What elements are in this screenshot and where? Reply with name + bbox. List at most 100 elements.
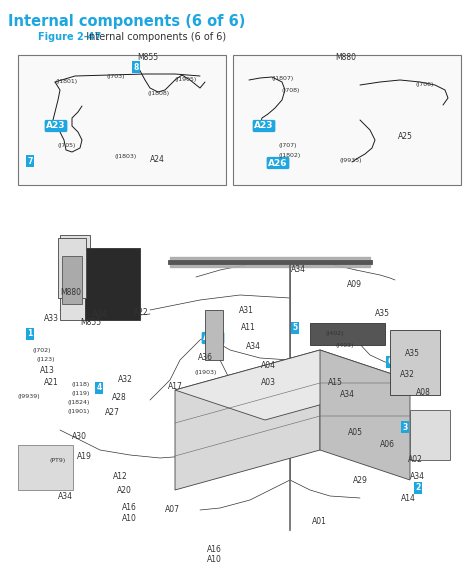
Text: A16: A16 — [207, 545, 222, 554]
Text: A34: A34 — [340, 390, 355, 399]
Text: A36: A36 — [198, 353, 213, 362]
Text: M855: M855 — [80, 318, 101, 327]
Text: A09: A09 — [347, 280, 362, 289]
Text: M880: M880 — [60, 288, 81, 297]
Bar — [233, 55, 461, 185]
Text: 6: 6 — [76, 308, 82, 318]
Text: A35: A35 — [375, 309, 390, 318]
Bar — [85, 248, 140, 320]
Text: Internal components (6 of 6): Internal components (6 of 6) — [80, 32, 226, 42]
Text: M855: M855 — [137, 53, 159, 62]
Text: (J707): (J707) — [279, 143, 298, 148]
Text: A17: A17 — [168, 382, 183, 391]
Text: A21: A21 — [44, 378, 59, 387]
Text: A19: A19 — [77, 452, 92, 461]
Text: A33: A33 — [44, 314, 59, 323]
Text: A10: A10 — [122, 514, 137, 523]
Text: (J118): (J118) — [72, 382, 90, 387]
Text: (J9935): (J9935) — [340, 158, 363, 163]
Text: A30: A30 — [72, 432, 87, 441]
Text: A20: A20 — [117, 486, 132, 495]
Text: A10: A10 — [207, 555, 222, 564]
Text: (J403): (J403) — [336, 343, 355, 348]
Text: 6: 6 — [387, 357, 392, 366]
Bar — [58, 238, 86, 298]
Bar — [390, 330, 440, 395]
Bar — [62, 256, 82, 304]
Text: (J703): (J703) — [107, 74, 126, 79]
Text: A14: A14 — [401, 494, 416, 503]
Text: A06: A06 — [380, 440, 395, 449]
Text: A34: A34 — [93, 310, 108, 319]
Text: A23: A23 — [46, 122, 66, 130]
Text: A34: A34 — [58, 492, 73, 501]
Text: (J1905): (J1905) — [175, 77, 197, 82]
Text: A31: A31 — [239, 306, 254, 315]
Text: (J1824): (J1824) — [68, 400, 91, 405]
Bar — [18, 445, 73, 490]
Polygon shape — [320, 350, 410, 480]
Text: (J1901): (J1901) — [68, 409, 90, 414]
Text: A12: A12 — [113, 472, 128, 481]
Text: A24: A24 — [150, 155, 165, 164]
Text: 2: 2 — [415, 483, 420, 493]
Text: (J119): (J119) — [72, 391, 91, 396]
Text: (J1803): (J1803) — [115, 154, 137, 159]
Text: A25: A25 — [398, 132, 413, 141]
Text: 5: 5 — [292, 324, 298, 332]
Text: 7: 7 — [27, 157, 33, 166]
Text: (J708): (J708) — [282, 88, 301, 93]
Text: A28: A28 — [112, 393, 127, 402]
Text: (J1807): (J1807) — [272, 76, 294, 81]
Text: (J706): (J706) — [416, 82, 434, 87]
Text: A03: A03 — [261, 378, 276, 387]
Text: Internal components (6 of 6): Internal components (6 of 6) — [8, 14, 246, 29]
Text: A07: A07 — [165, 505, 180, 514]
Text: 6: 6 — [64, 285, 69, 294]
Text: 8: 8 — [133, 63, 139, 71]
Text: A34: A34 — [410, 472, 425, 481]
Text: 1: 1 — [27, 329, 33, 339]
Text: A32: A32 — [118, 375, 133, 384]
Text: A11: A11 — [241, 323, 256, 332]
Text: (J1801): (J1801) — [56, 79, 78, 84]
Text: A32: A32 — [400, 370, 415, 379]
Text: A22: A22 — [134, 308, 149, 317]
Text: A05: A05 — [348, 428, 363, 437]
Text: A26: A26 — [268, 159, 288, 167]
Bar — [310, 323, 385, 345]
Text: A02: A02 — [408, 455, 423, 464]
Text: A27: A27 — [105, 408, 120, 417]
Text: A15: A15 — [328, 378, 343, 387]
Text: A01: A01 — [312, 517, 327, 526]
Text: A08: A08 — [416, 388, 431, 397]
Polygon shape — [175, 350, 410, 420]
Text: A29: A29 — [353, 476, 368, 485]
Text: 3: 3 — [402, 422, 408, 432]
Text: A23: A23 — [254, 122, 274, 130]
Text: A04: A04 — [261, 361, 276, 370]
Text: (J705): (J705) — [58, 143, 76, 148]
Bar — [410, 410, 450, 460]
Text: 4: 4 — [96, 384, 101, 393]
Text: (J1802): (J1802) — [279, 153, 301, 158]
Bar — [205, 310, 223, 360]
Text: (J9939): (J9939) — [18, 394, 41, 399]
Text: A13: A13 — [40, 366, 55, 375]
Text: (J402): (J402) — [326, 331, 345, 336]
Text: A34: A34 — [291, 265, 306, 274]
Text: (PT9): (PT9) — [50, 458, 66, 463]
Bar — [18, 55, 226, 185]
Polygon shape — [175, 350, 320, 490]
Text: Figure 2-47: Figure 2-47 — [38, 32, 101, 42]
Text: A18: A18 — [203, 333, 223, 342]
Text: (J1903): (J1903) — [195, 370, 218, 375]
Bar — [60, 235, 90, 320]
Text: (J1808): (J1808) — [148, 91, 170, 96]
Text: A34: A34 — [246, 342, 261, 351]
Text: M880: M880 — [336, 53, 356, 62]
Text: A16: A16 — [122, 503, 137, 512]
Text: (J123): (J123) — [37, 357, 55, 362]
Text: A35: A35 — [405, 349, 420, 358]
Text: (J702): (J702) — [33, 348, 52, 353]
